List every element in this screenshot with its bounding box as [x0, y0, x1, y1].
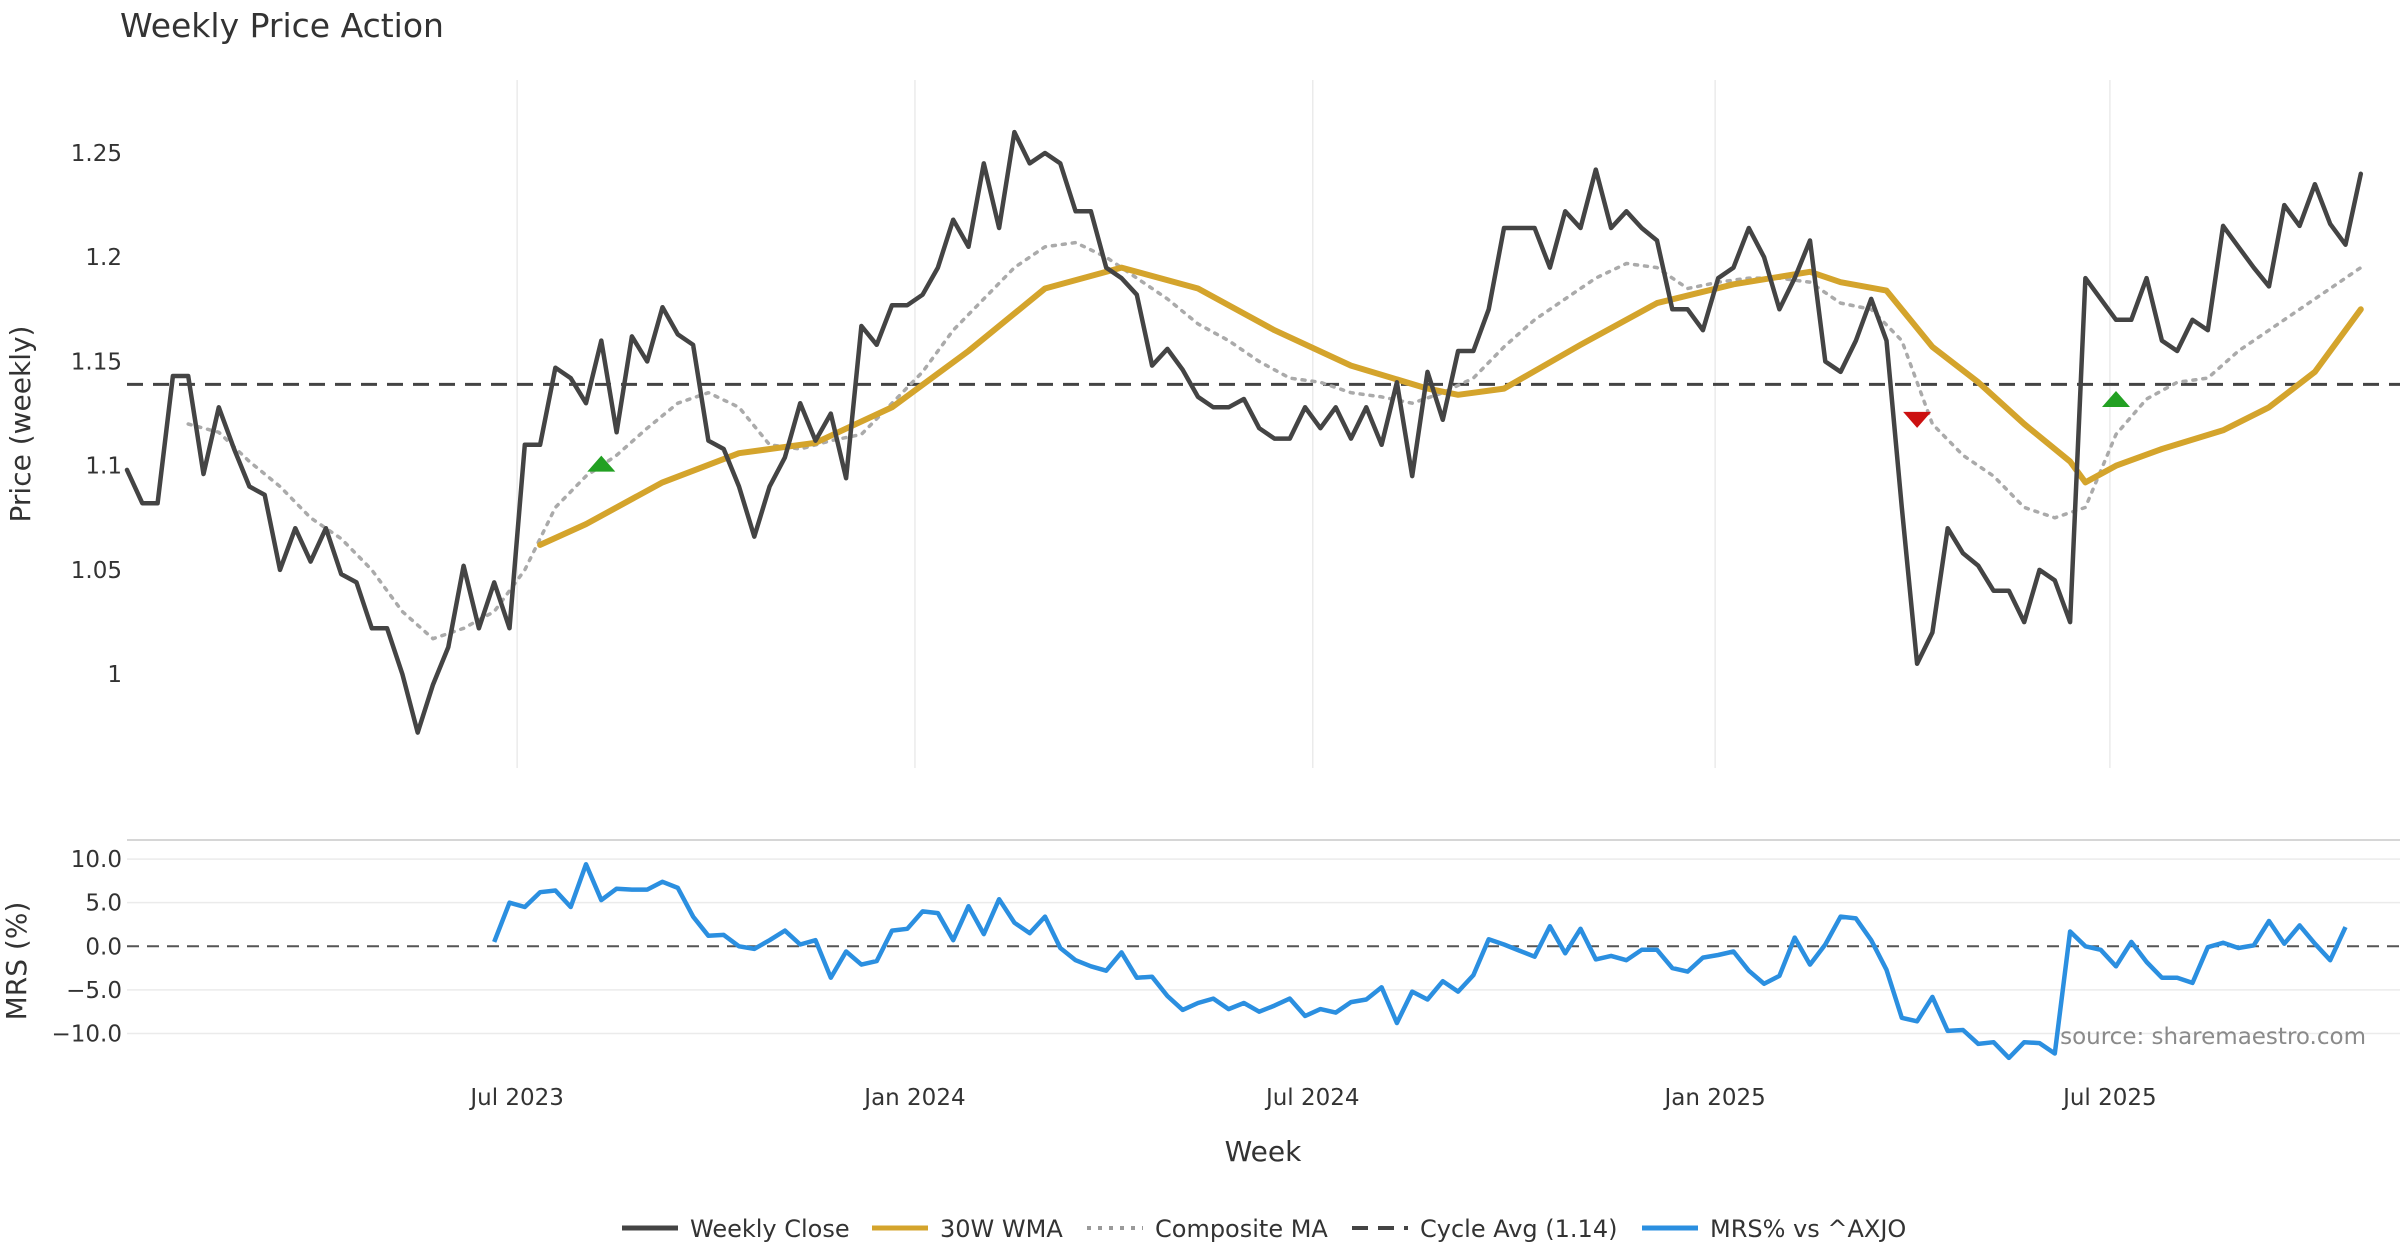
price-y-axis-label: Price (weekly): [4, 326, 37, 523]
mrs-y-axis-label: MRS (%): [0, 902, 33, 1021]
price-series: [124, 129, 2364, 735]
buy-signal-marker: [2102, 390, 2130, 407]
sell-signal-marker: [1903, 411, 1932, 428]
legend-label: Cycle Avg (1.14): [1420, 1215, 1617, 1243]
series-mrs: [492, 862, 2348, 1061]
legend-label: MRS% vs ^AXJO: [1710, 1215, 1906, 1243]
mrs-y-tick-label: −5.0: [66, 978, 122, 1004]
mrs-grid: [127, 839, 2400, 1035]
price-y-ticks: 1 1.05 1.1 1.15 1.2 1.25: [71, 141, 122, 688]
mrs-y-tick-label: 0.0: [85, 934, 122, 960]
legend-label: Weekly Close: [690, 1215, 850, 1243]
price-y-tick-label: 1.05: [71, 558, 122, 584]
x-axis-ticks: Jul 2023 Jan 2024 Jul 2024 Jan 2025 Jul 2025: [468, 1085, 2156, 1111]
mrs-series: [492, 862, 2348, 1061]
price-y-tick-label: 1.1: [85, 454, 122, 480]
mrs-y-tick-label: −10.0: [52, 1021, 122, 1047]
price-y-tick-label: 1.25: [71, 141, 122, 167]
legend: Weekly Close 30W WMA Composite MA Cycle Avg…: [622, 1215, 1906, 1243]
mrs-y-tick-label: 5.0: [85, 891, 122, 917]
price-y-tick-label: 1.2: [85, 245, 122, 271]
series-30w-wma: [537, 264, 2364, 548]
chart-title: Weekly Price Action: [120, 6, 444, 45]
x-tick-label: Jul 2024: [1264, 1085, 1360, 1111]
price-grid: [516, 80, 2111, 768]
source-note: source: sharemaestro.com: [2060, 1024, 2366, 1050]
signal-markers: [587, 390, 2130, 472]
x-tick-label: Jul 2025: [2061, 1085, 2157, 1111]
x-axis-label: Week: [1225, 1135, 1302, 1168]
buy-signal-marker: [587, 455, 616, 472]
legend-label: Composite MA: [1155, 1215, 1328, 1243]
legend-label: 30W WMA: [940, 1215, 1063, 1243]
price-y-tick-label: 1: [107, 662, 122, 688]
series-composite-ma: [186, 240, 2363, 641]
series-weekly-close: [124, 129, 2364, 735]
x-tick-label: Jan 2025: [1662, 1085, 1765, 1111]
x-tick-label: Jul 2023: [468, 1085, 564, 1111]
mrs-y-ticks: 10.0 5.0 0.0 −5.0 −10.0: [52, 847, 122, 1047]
price-y-tick-label: 1.15: [71, 349, 122, 375]
x-tick-label: Jan 2024: [862, 1085, 965, 1111]
mrs-y-tick-label: 10.0: [71, 847, 122, 873]
